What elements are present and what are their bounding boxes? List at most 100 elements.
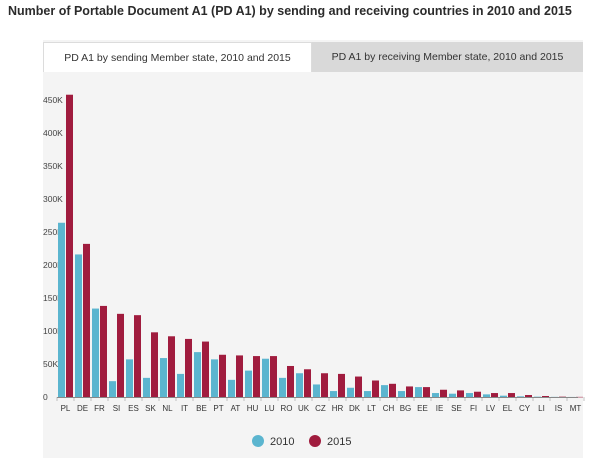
- bar-2010-lt: [364, 391, 371, 397]
- bar-2010-se: [449, 393, 456, 397]
- bar-2010-ro: [279, 377, 286, 397]
- x-tick-label-se: SE: [451, 404, 462, 413]
- bar-2015-cz: [321, 373, 328, 397]
- bar-2010-lu: [262, 358, 269, 397]
- bar-2015-sk: [151, 332, 158, 397]
- y-tick-label: 250K: [43, 227, 63, 237]
- bar-2015-at: [236, 355, 243, 397]
- bar-2010-fi: [466, 393, 473, 397]
- x-tick-label-de: DE: [77, 404, 88, 413]
- bar-2015-el: [508, 393, 515, 397]
- x-tick-label-pt: PT: [213, 404, 223, 413]
- x-tick-label-uk: UK: [298, 404, 310, 413]
- y-tick-label: 150K: [43, 293, 63, 303]
- y-tick-label: 300K: [43, 194, 63, 204]
- bar-2015-uk: [304, 369, 311, 397]
- bar-2010-be: [194, 352, 201, 397]
- tab-sending-member-state[interactable]: PD A1 by sending Member state, 2010 and …: [43, 42, 312, 72]
- bar-2015-si: [117, 313, 124, 397]
- y-tick-label: 450K: [43, 95, 63, 105]
- bar-2015-es: [134, 315, 141, 397]
- y-tick-label: 100K: [43, 326, 63, 336]
- bar-2015-it: [185, 338, 192, 397]
- legend-label-2010: 2010: [270, 436, 294, 448]
- x-tick-label-lv: LV: [486, 404, 496, 413]
- bar-2010-nl: [160, 358, 167, 397]
- bar-2015-mt: [576, 396, 583, 398]
- x-tick-label-bg: BG: [400, 404, 412, 413]
- bar-2010-ch: [381, 385, 388, 397]
- bar-2010-dk: [347, 387, 354, 397]
- x-tick-label-cz: CZ: [315, 404, 326, 413]
- bar-2010-li: [534, 396, 541, 398]
- x-tick-label-mt: MT: [570, 404, 582, 413]
- x-tick-label-lu: LU: [264, 404, 274, 413]
- bar-2010-hr: [330, 391, 337, 397]
- bar-2015-is: [559, 396, 566, 398]
- bar-2010-es: [126, 359, 133, 397]
- x-tick-label-ro: RO: [281, 404, 293, 413]
- bar-2010-hu: [245, 370, 252, 397]
- bar-2010-de: [75, 254, 82, 397]
- bar-2010-at: [228, 379, 235, 397]
- bar-2015-li: [542, 396, 549, 397]
- bar-2015-pl: [66, 94, 73, 397]
- x-tick-label-nl: NL: [162, 404, 173, 413]
- bar-2015-se: [457, 390, 464, 397]
- bar-2010-it: [177, 373, 184, 397]
- bar-2010-cy: [517, 396, 524, 397]
- y-tick-label: 400K: [43, 128, 63, 138]
- x-tick-label-lt: LT: [367, 404, 376, 413]
- bar-2015-de: [83, 243, 90, 397]
- bar-2010-si: [109, 381, 116, 397]
- x-tick-label-si: SI: [113, 404, 121, 413]
- x-tick-label-ee: EE: [417, 404, 428, 413]
- bar-2015-ie: [440, 389, 447, 397]
- bar-2010-uk: [296, 373, 303, 397]
- x-tick-label-hr: HR: [332, 404, 344, 413]
- bar-2010-pt: [211, 359, 218, 397]
- y-tick-label: 350K: [43, 161, 63, 171]
- x-tick-label-li: LI: [538, 404, 545, 413]
- x-tick-label-cy: CY: [519, 404, 531, 413]
- x-tick-label-es: ES: [128, 404, 139, 413]
- bar-2015-ro: [287, 365, 294, 397]
- bar-2015-lt: [372, 380, 379, 397]
- bar-2010-el: [500, 395, 507, 397]
- x-tick-label-it: IT: [181, 404, 188, 413]
- bar-2015-ee: [423, 387, 430, 397]
- legend-marker-2010: [252, 435, 264, 447]
- tab-receiving-member-state[interactable]: PD A1 by receiving Member state, 2010 an…: [312, 42, 583, 72]
- bar-2015-bg: [406, 386, 413, 397]
- y-tick-label: 200K: [43, 260, 63, 270]
- bar-2015-hr: [338, 373, 345, 397]
- page-title: Number of Portable Document A1 (PD A1) b…: [8, 4, 572, 18]
- x-tick-label-ie: IE: [436, 404, 444, 413]
- bar-2015-dk: [355, 376, 362, 397]
- bar-2010-bg: [398, 391, 405, 397]
- bar-2015-be: [202, 341, 209, 397]
- x-tick-label-sk: SK: [145, 404, 156, 413]
- bar-2015-nl: [168, 336, 175, 397]
- x-tick-label-is: IS: [555, 404, 563, 413]
- legend-marker-2015: [309, 435, 321, 447]
- bar-2015-ch: [389, 383, 396, 397]
- bar-2010-cz: [313, 384, 320, 397]
- bar-2015-lv: [491, 393, 498, 397]
- x-tick-label-fi: FI: [470, 404, 477, 413]
- x-tick-label-dk: DK: [349, 404, 361, 413]
- bar-2015-hu: [253, 356, 260, 397]
- x-tick-label-pl: PL: [61, 404, 71, 413]
- x-tick-label-el: EL: [503, 404, 513, 413]
- legend-label-2015: 2015: [327, 436, 351, 448]
- x-tick-label-at: AT: [231, 404, 241, 413]
- y-tick-label: 50K: [43, 359, 58, 369]
- bar-2015-cy: [525, 395, 532, 397]
- bar-2010-lv: [483, 394, 490, 397]
- bar-2010-fr: [92, 308, 99, 397]
- bar-2010-ie: [432, 393, 439, 397]
- bar-2015-fi: [474, 391, 481, 397]
- bar-2010-pl: [58, 222, 65, 397]
- bar-2015-lu: [270, 356, 277, 397]
